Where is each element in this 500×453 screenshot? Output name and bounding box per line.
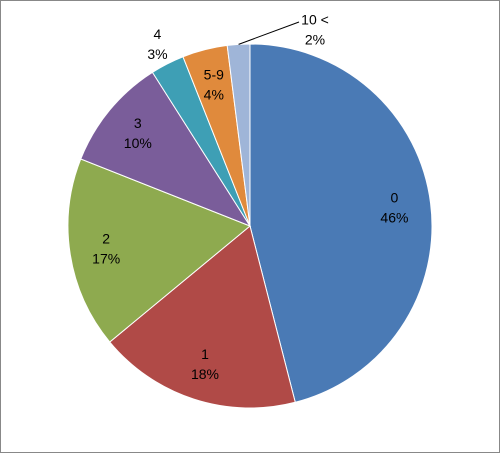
slice-category-label: 5-9	[204, 67, 224, 83]
slice-value-label: 4%	[204, 87, 224, 103]
pie-slice	[80, 71, 252, 228]
pie-slice	[67, 158, 251, 343]
slice-category-label: 1	[201, 346, 209, 362]
slice-category-label: 2	[102, 230, 110, 246]
slice-value-label: 18%	[191, 366, 219, 382]
pie-slice	[226, 43, 251, 227]
slice-value-label: 46%	[380, 209, 408, 225]
slice-value-label: 3%	[147, 46, 167, 62]
slice-category-label: 10 <	[301, 12, 329, 28]
leader-line	[238, 21, 300, 45]
pie-slice	[249, 43, 433, 403]
pie-slice	[109, 225, 296, 409]
slice-category-label: 0	[391, 189, 399, 205]
slice-value-label: 10%	[124, 135, 152, 151]
slice-value-label: 17%	[92, 250, 120, 266]
slice-category-label: 4	[154, 26, 162, 42]
slice-category-label: 3	[134, 115, 142, 131]
slice-value-label: 2%	[305, 32, 325, 48]
